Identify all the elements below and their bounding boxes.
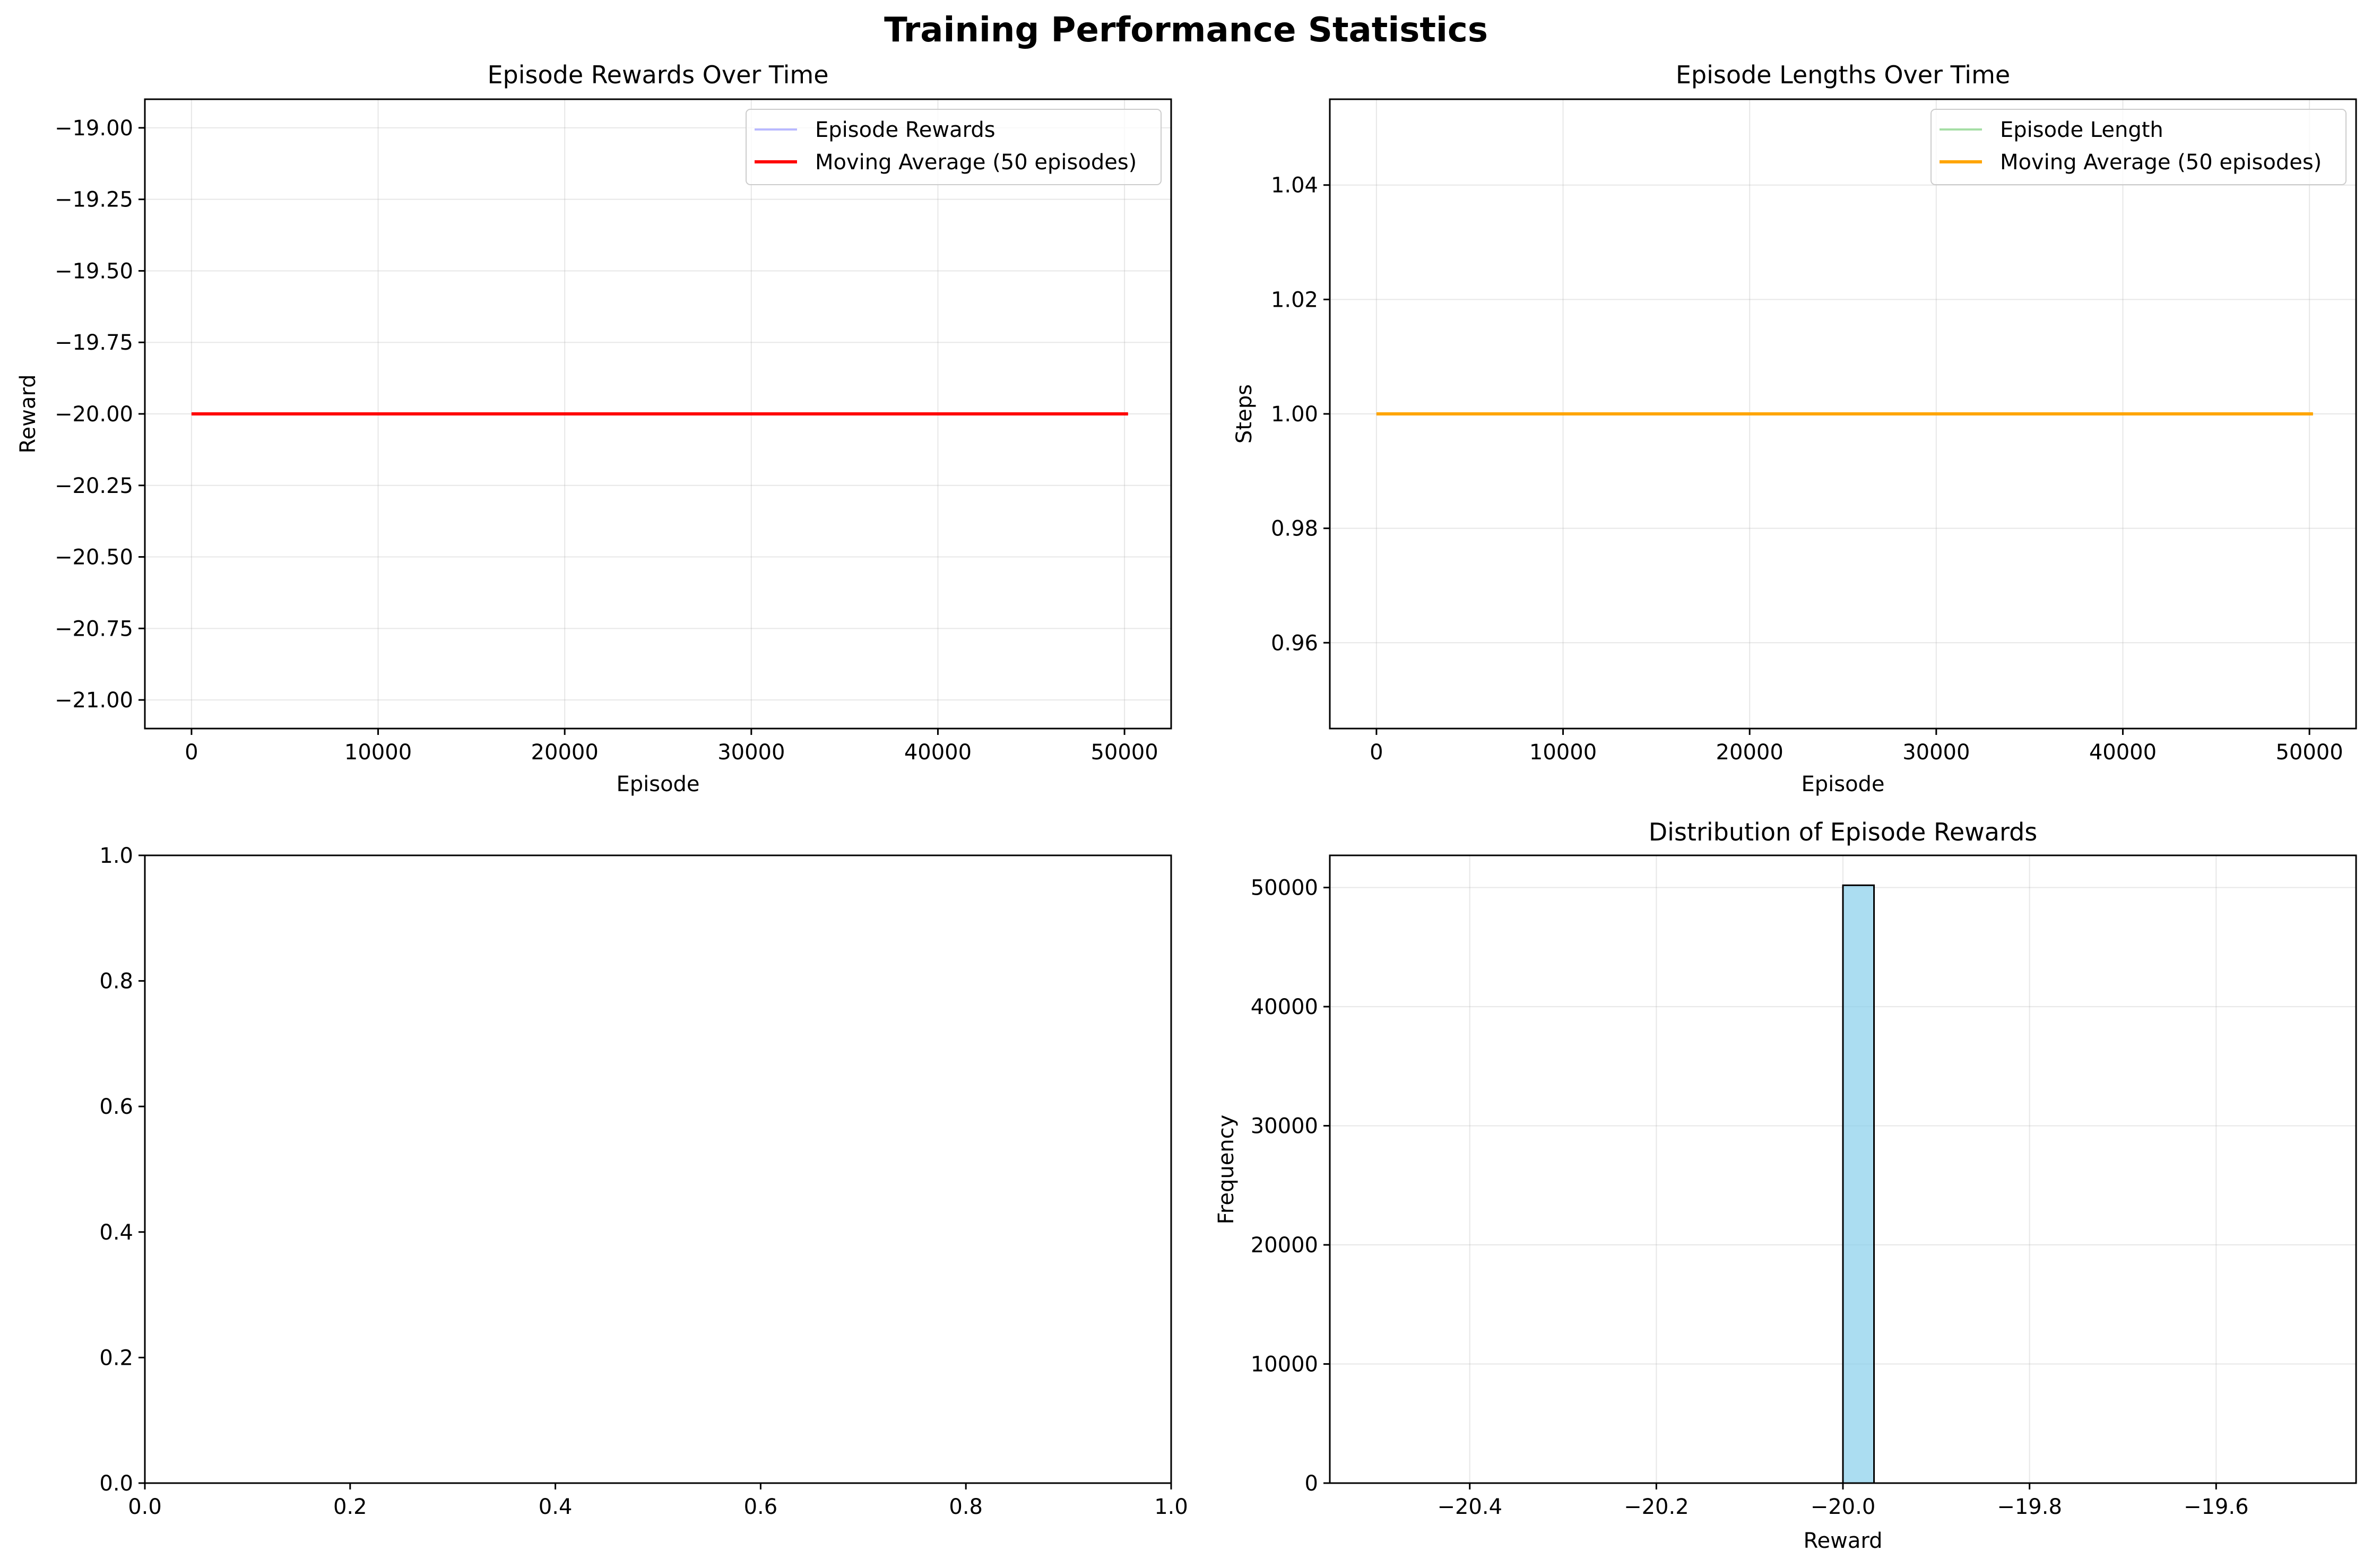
rewards-x-label: Episode — [616, 772, 699, 796]
rewards-x-tick-label: 50000 — [1090, 740, 1158, 765]
lengths-y-tick-label: 1.02 — [1271, 288, 1318, 312]
empty-x-tick-label: 0.2 — [333, 1495, 367, 1519]
histogram-ticks: −20.4 −20.2 −20.0 −19.8 −19.6 0 10000 20000 3000… — [1251, 876, 2249, 1519]
lengths-y-tick-label: 1.00 — [1271, 402, 1318, 427]
empty-y-tick-label: 0.2 — [99, 1346, 133, 1370]
rewards-title: Episode Rewards Over Time — [487, 60, 828, 89]
rewards-legend-box — [746, 109, 1162, 185]
rewards-y-tick-label: −19.25 — [55, 188, 133, 212]
histogram-x-label: Reward — [1804, 1529, 1883, 1553]
histogram-x-tick-label: −19.8 — [1997, 1495, 2062, 1519]
lengths-x-tick-label: 30000 — [1902, 740, 1970, 765]
lengths-legend-episode-length-label: Episode Length — [2000, 118, 2163, 142]
lengths-y-tick-label: 0.98 — [1271, 517, 1318, 541]
rewards-y-tick-label: −20.00 — [55, 402, 133, 427]
lengths-x-label: Episode — [1801, 772, 1884, 796]
empty-axes-frame — [144, 854, 1172, 1484]
rewards-y-tick-label: −20.25 — [55, 474, 133, 498]
empty-x-tick-label: 0.4 — [539, 1495, 573, 1519]
histogram-y-tick-label: 50000 — [1251, 876, 1318, 900]
histogram-x-tick-label: −19.6 — [2184, 1495, 2249, 1519]
empty-y-tick-label: 0.0 — [99, 1471, 133, 1496]
rewards-y-tick-label: −19.75 — [55, 331, 133, 355]
rewards-y-label: Reward — [16, 375, 40, 454]
rewards-x-tick-label: 30000 — [717, 740, 785, 765]
lengths-ticks: 0 10000 20000 30000 40000 50000 0.96 0.98 1.00 1.… — [1271, 174, 2343, 765]
empty-ticks: 0.0 0.2 0.4 0.6 0.8 1.0 0.0 0.2 0.4 0.6 0.8 1.0 — [99, 844, 1188, 1519]
lengths-x-tick-label: 50000 — [2275, 740, 2343, 765]
empty-x-tick-label: 1.0 — [1154, 1495, 1188, 1519]
lengths-legend-box — [1931, 109, 2347, 185]
rewards-y-tick-label: −20.50 — [55, 545, 133, 570]
rewards-panel: 0 10000 20000 30000 40000 50000 −21.00 −20.75 −2… — [16, 60, 1172, 796]
histogram-y-tick-label: 20000 — [1251, 1233, 1318, 1258]
lengths-legend-moving-average-label: Moving Average (50 episodes) — [2000, 150, 2322, 175]
empty-x-tick-label: 0.0 — [128, 1495, 162, 1519]
rewards-legend: Episode Rewards Moving Average (50 episo… — [746, 109, 1162, 185]
rewards-x-tick-label: 10000 — [344, 740, 412, 765]
empty-y-tick-label: 1.0 — [99, 844, 133, 868]
rewards-legend-moving-average-label: Moving Average (50 episodes) — [815, 150, 1137, 175]
histogram-x-tick-label: −20.2 — [1624, 1495, 1689, 1519]
figure-title: Training Performance Statistics — [884, 11, 1488, 50]
empty-panel: 0.0 0.2 0.4 0.6 0.8 1.0 0.0 0.2 0.4 0.6 0.8 1.0 — [99, 844, 1188, 1519]
histogram-y-tick-label: 30000 — [1251, 1114, 1318, 1139]
empty-y-tick-label: 0.4 — [99, 1220, 133, 1245]
histogram-x-tick-label: −20.0 — [1811, 1495, 1876, 1519]
histogram-panel: −20.4 −20.2 −20.0 −19.8 −19.6 0 10000 20000 3000… — [1214, 818, 2357, 1553]
rewards-legend-episode-rewards-label: Episode Rewards — [815, 118, 995, 142]
rewards-y-tick-label: −21.00 — [55, 688, 133, 713]
rewards-y-tick-label: −20.75 — [55, 617, 133, 641]
lengths-x-tick-label: 0 — [1370, 740, 1383, 765]
histogram-bars — [1842, 884, 1875, 1484]
histogram-x-tick-label: −20.4 — [1437, 1495, 1502, 1519]
rewards-y-tick-label: −19.50 — [55, 259, 133, 283]
histogram-y-tick-label: 40000 — [1251, 995, 1318, 1019]
lengths-legend: Episode Length Moving Average (50 episod… — [1931, 109, 2347, 185]
rewards-x-tick-label: 0 — [185, 740, 198, 765]
lengths-y-tick-label: 1.04 — [1271, 174, 1318, 198]
lengths-x-tick-label: 20000 — [1716, 740, 1784, 765]
histogram-title: Distribution of Episode Rewards — [1649, 818, 2038, 846]
empty-x-tick-label: 0.8 — [949, 1495, 983, 1519]
histogram-y-tick-label: 0 — [1305, 1471, 1318, 1496]
rewards-ticks: 0 10000 20000 30000 40000 50000 −21.00 −20.75 −2… — [55, 116, 1158, 765]
lengths-y-label: Steps — [1232, 384, 1257, 444]
histogram-bar — [1842, 884, 1875, 1484]
lengths-x-tick-label: 10000 — [1529, 740, 1597, 765]
rewards-x-tick-label: 20000 — [531, 740, 599, 765]
lengths-y-tick-label: 0.96 — [1271, 631, 1318, 655]
lengths-title: Episode Lengths Over Time — [1676, 60, 2010, 89]
lengths-x-tick-label: 40000 — [2089, 740, 2157, 765]
lengths-panel: 0 10000 20000 30000 40000 50000 0.96 0.98 1.00 1.… — [1232, 60, 2357, 796]
rewards-x-tick-label: 40000 — [904, 740, 972, 765]
rewards-y-tick-label: −19.00 — [55, 116, 133, 141]
empty-x-tick-label: 0.6 — [744, 1495, 778, 1519]
empty-y-tick-label: 0.8 — [99, 969, 133, 994]
histogram-y-label: Frequency — [1214, 1115, 1239, 1225]
empty-y-tick-label: 0.6 — [99, 1095, 133, 1119]
histogram-y-tick-label: 10000 — [1251, 1353, 1318, 1377]
